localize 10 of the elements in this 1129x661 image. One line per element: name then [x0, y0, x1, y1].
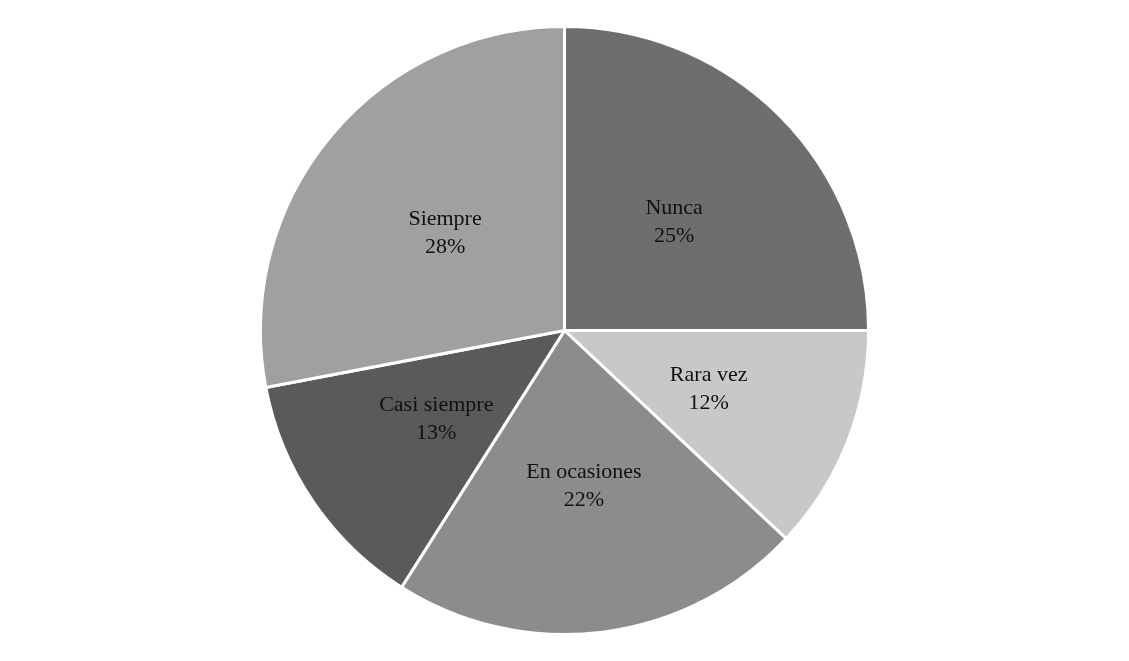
data-label: 13%	[416, 419, 457, 445]
slice-label: Nunca	[645, 194, 704, 220]
data-label: 25%	[653, 222, 695, 248]
slice-label: Siempre	[408, 205, 482, 231]
data-label: 28%	[424, 233, 466, 259]
data-label: 22%	[563, 485, 605, 511]
slice-label: En ocasiones	[526, 457, 642, 483]
slice-label: Casi siempre	[379, 391, 494, 417]
data-label: 12%	[688, 389, 729, 415]
slice-label: Rara vez	[669, 361, 748, 387]
